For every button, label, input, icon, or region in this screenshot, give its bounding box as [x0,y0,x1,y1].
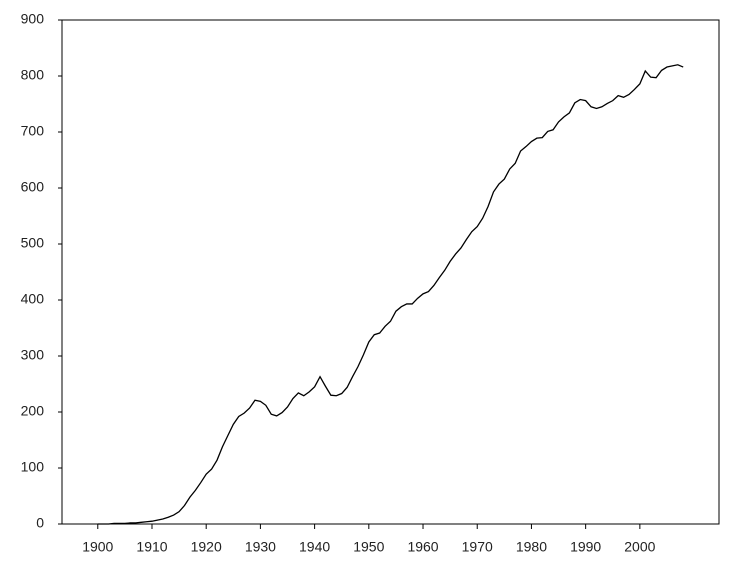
x-tick-label: 1950 [353,539,384,555]
x-tick-label: 1990 [570,539,601,555]
x-tick-label: 1970 [462,539,493,555]
x-tick-label: 1920 [191,539,222,555]
y-tick-label: 600 [21,179,45,195]
y-tick-label: 500 [21,235,45,251]
y-tick-label: 200 [21,403,45,419]
data-line [97,64,684,525]
y-tick-label: 700 [21,123,45,139]
x-tick-label: 1900 [82,539,113,555]
y-tick-label: 900 [21,11,45,27]
y-tick-label: 0 [36,515,44,531]
x-tick-label: 2000 [624,539,655,555]
x-tick-label: 1960 [407,539,438,555]
y-tick-label: 800 [21,67,45,83]
x-tick-label: 1940 [299,539,330,555]
x-tick-label: 1930 [245,539,276,555]
y-tick-label: 100 [21,459,45,475]
y-tick-label: 400 [21,291,45,307]
x-tick-label: 1980 [516,539,547,555]
y-tick-label: 300 [21,347,45,363]
x-tick-label: 1910 [136,539,167,555]
plot-frame [61,19,720,525]
